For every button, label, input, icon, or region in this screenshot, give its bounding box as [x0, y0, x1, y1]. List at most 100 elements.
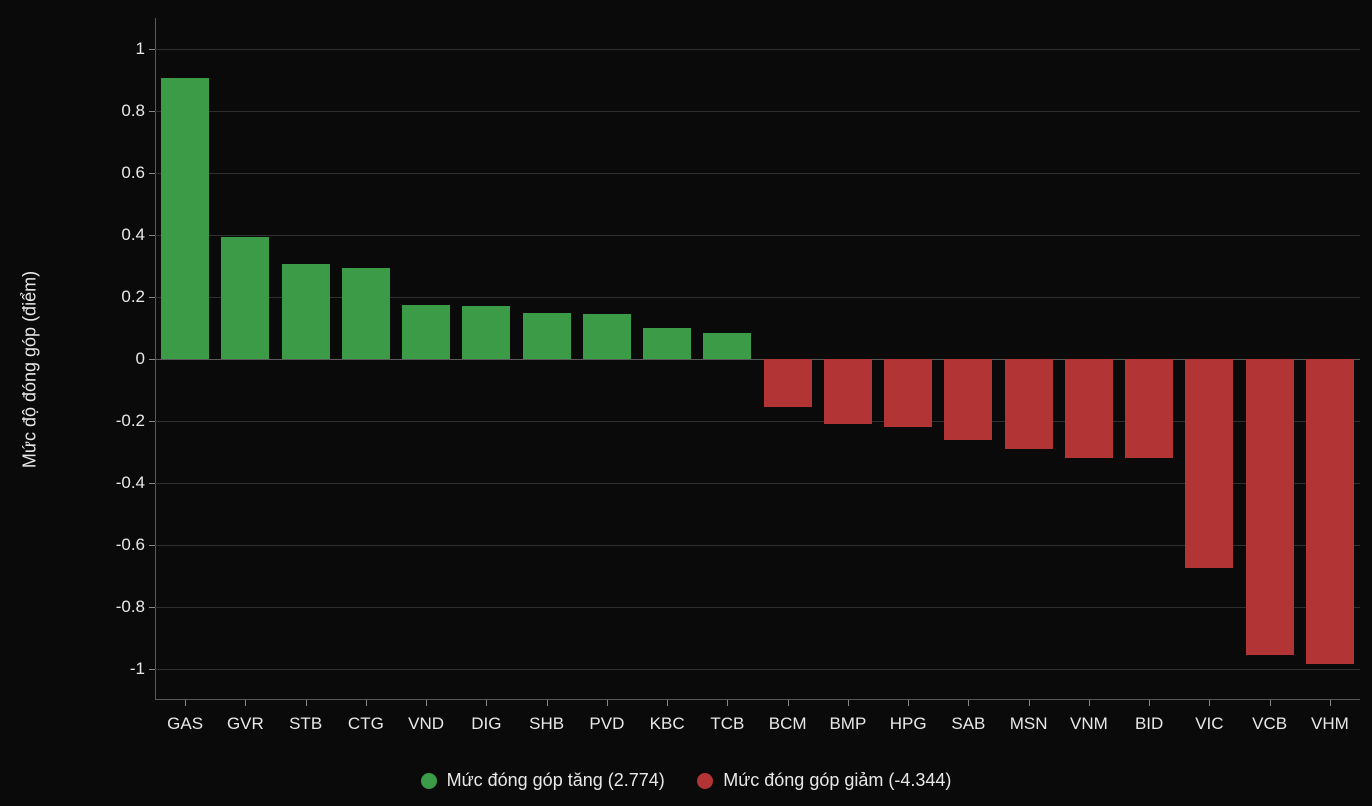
bar: [342, 268, 390, 359]
y-tick-label: -0.4: [116, 473, 145, 493]
bar: [1306, 359, 1354, 664]
grid-line: [155, 545, 1360, 546]
x-tick-mark: [185, 700, 186, 706]
x-axis-label: STB: [289, 714, 322, 734]
legend-item-negative: Mức đóng góp giảm (-4.344): [697, 770, 951, 791]
x-tick-mark: [366, 700, 367, 706]
y-tick-mark: [149, 173, 155, 174]
x-axis-label: BMP: [829, 714, 866, 734]
plot-area: -1-0.8-0.6-0.4-0.200.20.40.60.81: [155, 18, 1360, 700]
bar: [221, 237, 269, 359]
x-tick-mark: [667, 700, 668, 706]
y-tick-mark: [149, 421, 155, 422]
bar: [1005, 359, 1053, 449]
x-tick-mark: [607, 700, 608, 706]
y-tick-mark: [149, 483, 155, 484]
x-axis-label: CTG: [348, 714, 384, 734]
x-tick-mark: [968, 700, 969, 706]
x-tick-mark: [848, 700, 849, 706]
y-tick-mark: [149, 669, 155, 670]
grid-line: [155, 421, 1360, 422]
y-tick-mark: [149, 297, 155, 298]
x-axis-label: DIG: [471, 714, 501, 734]
x-tick-mark: [1209, 700, 1210, 706]
x-tick-mark: [1270, 700, 1271, 706]
y-tick-mark: [149, 111, 155, 112]
legend-swatch-negative: [697, 773, 713, 789]
x-axis-label: VCB: [1252, 714, 1287, 734]
grid-line: [155, 173, 1360, 174]
x-tick-mark: [1330, 700, 1331, 706]
grid-line: [155, 669, 1360, 670]
grid-line: [155, 297, 1360, 298]
x-tick-mark: [908, 700, 909, 706]
bar: [282, 264, 330, 359]
x-tick-mark: [306, 700, 307, 706]
y-tick-mark: [149, 49, 155, 50]
bar: [884, 359, 932, 427]
bar: [583, 314, 631, 359]
x-axis-label: GVR: [227, 714, 264, 734]
x-tick-mark: [1029, 700, 1030, 706]
bar: [1125, 359, 1173, 458]
y-axis-title: Mức độ đóng góp (điểm): [20, 271, 41, 468]
grid-line: [155, 359, 1360, 360]
grid-line: [155, 607, 1360, 608]
x-tick-mark: [245, 700, 246, 706]
x-axis-label: HPG: [890, 714, 927, 734]
x-tick-mark: [547, 700, 548, 706]
y-tick-label: 0.4: [121, 225, 145, 245]
x-axis-label: SAB: [951, 714, 985, 734]
grid-line: [155, 483, 1360, 484]
x-tick-mark: [1089, 700, 1090, 706]
y-tick-mark: [149, 359, 155, 360]
y-tick-label: 0.6: [121, 163, 145, 183]
x-axis-label: VNM: [1070, 714, 1108, 734]
y-tick-label: -0.2: [116, 411, 145, 431]
y-tick-label: 0.2: [121, 287, 145, 307]
x-axis-label: VHM: [1311, 714, 1349, 734]
y-tick-label: 0: [136, 349, 145, 369]
legend-label-positive: Mức đóng góp tăng (2.774): [447, 770, 665, 791]
contribution-bar-chart: Mức độ đóng góp (điểm) -1-0.8-0.6-0.4-0.…: [0, 0, 1372, 806]
x-axis-label: KBC: [650, 714, 685, 734]
x-axis-label: VIC: [1195, 714, 1223, 734]
bar: [643, 328, 691, 359]
bar: [824, 359, 872, 424]
y-tick-label: 1: [136, 39, 145, 59]
grid-line: [155, 235, 1360, 236]
bar: [402, 305, 450, 359]
x-axis-label: SHB: [529, 714, 564, 734]
bar: [703, 333, 751, 359]
x-axis-label: BID: [1135, 714, 1163, 734]
x-axis-label: GAS: [167, 714, 203, 734]
bar: [764, 359, 812, 407]
x-axis-label: TCB: [710, 714, 744, 734]
bar: [523, 313, 571, 360]
y-tick-label: 0.8: [121, 101, 145, 121]
y-tick-label: -0.8: [116, 597, 145, 617]
x-tick-mark: [1149, 700, 1150, 706]
y-tick-mark: [149, 235, 155, 236]
x-axis-label: VND: [408, 714, 444, 734]
x-tick-mark: [788, 700, 789, 706]
legend-swatch-positive: [421, 773, 437, 789]
bar: [462, 306, 510, 359]
grid-line: [155, 111, 1360, 112]
legend-label-negative: Mức đóng góp giảm (-4.344): [723, 770, 951, 791]
x-axis-line: [155, 699, 1360, 700]
x-tick-mark: [727, 700, 728, 706]
x-axis-label: PVD: [589, 714, 624, 734]
chart-legend: Mức đóng góp tăng (2.774) Mức đóng góp g…: [0, 770, 1372, 794]
x-axis-label: BCM: [769, 714, 807, 734]
x-tick-mark: [486, 700, 487, 706]
x-axis-label: MSN: [1010, 714, 1048, 734]
bar: [161, 78, 209, 359]
y-tick-label: -0.6: [116, 535, 145, 555]
y-tick-mark: [149, 545, 155, 546]
bar: [1065, 359, 1113, 458]
y-tick-label: -1: [130, 659, 145, 679]
x-tick-mark: [426, 700, 427, 706]
bar: [1185, 359, 1233, 568]
bar: [1246, 359, 1294, 655]
